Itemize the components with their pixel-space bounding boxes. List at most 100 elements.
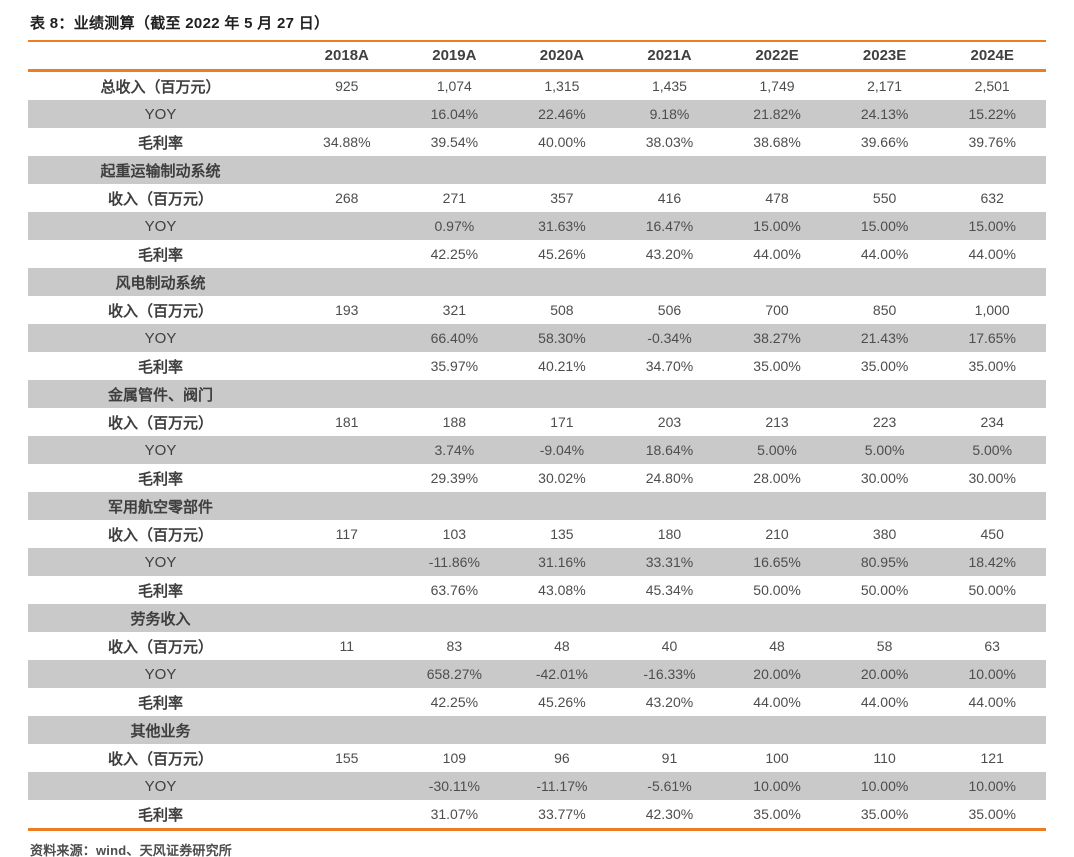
cell-value: 30.00% xyxy=(860,470,909,486)
cell-value: 135 xyxy=(550,526,574,542)
cell-value xyxy=(831,156,939,184)
row-label: 收入（百万元） xyxy=(107,190,213,208)
cell-value: 44.00% xyxy=(860,246,909,262)
cell-value xyxy=(723,604,831,632)
cell-value: 50.00% xyxy=(753,582,801,598)
cell-value xyxy=(723,268,831,296)
cell-value xyxy=(293,716,401,744)
cell-value: 700 xyxy=(765,302,789,318)
row-label: YOY xyxy=(144,553,177,571)
cell-value: 58.30% xyxy=(538,330,586,346)
cell-value: 268 xyxy=(335,190,359,206)
cell-value: 18.42% xyxy=(968,554,1016,570)
section-row: 风电制动系统 xyxy=(28,268,1046,296)
cell-value: 1,000 xyxy=(974,302,1010,318)
cell-value: 83 xyxy=(446,638,463,654)
row-label: 收入（百万元） xyxy=(107,750,213,768)
cell-value xyxy=(293,380,401,408)
cell-value: 35.00% xyxy=(968,806,1016,822)
cell-value xyxy=(938,604,1046,632)
cell-value: 35.00% xyxy=(860,358,909,374)
cell-value xyxy=(401,268,509,296)
cell-value: 35.00% xyxy=(968,358,1016,374)
cell-value: 10.00% xyxy=(968,666,1016,682)
cell-value: -11.86% xyxy=(428,554,480,570)
cell-value: 234 xyxy=(980,414,1004,430)
cell-value xyxy=(938,492,1046,520)
cell-value xyxy=(293,660,401,688)
cell-value: 321 xyxy=(442,302,467,318)
cell-value: 110 xyxy=(873,750,896,766)
cell-value: 103 xyxy=(442,526,467,542)
cell-value xyxy=(723,716,831,744)
cell-value xyxy=(293,212,401,240)
cell-value xyxy=(293,492,401,520)
cell-value: 50.00% xyxy=(860,582,909,598)
cell-value: 45.26% xyxy=(538,694,586,710)
cell-value: 5.00% xyxy=(757,442,797,458)
cell-value: 1,435 xyxy=(651,78,687,94)
cell-value: 35.00% xyxy=(860,806,909,822)
cell-value: -5.61% xyxy=(647,778,692,794)
cell-value xyxy=(293,100,401,128)
cell-value: 2,501 xyxy=(974,78,1010,94)
cell-value: -30.11% xyxy=(428,778,480,794)
table-row: 毛利率 31.07% 33.77% 42.30% 35.00% 35.00% 35.00% xyxy=(28,800,1046,830)
table-row: 收入（百万元） 181 188 171 203 213 223 234 xyxy=(28,408,1046,436)
cell-value: 15.00% xyxy=(860,218,909,234)
section-label: 风电制动系统 xyxy=(115,274,206,292)
cell-value: 80.95% xyxy=(860,554,909,570)
cell-value: 58 xyxy=(876,638,893,654)
cell-value xyxy=(508,604,616,632)
cell-value: 17.65% xyxy=(968,330,1016,346)
cell-value: 16.47% xyxy=(645,218,694,234)
row-label: 总收入（百万元） xyxy=(100,78,221,96)
cell-value: 2,171 xyxy=(867,78,903,94)
table-row: 收入（百万元） 193 321 508 506 700 850 1,000 xyxy=(28,296,1046,324)
cell-value: 31.16% xyxy=(538,554,586,570)
table-row: 收入（百万元） 155 109 96 91 100 110 121 xyxy=(28,744,1046,772)
cell-value: 33.31% xyxy=(645,554,694,570)
column-header: 2024E xyxy=(970,47,1014,64)
cell-value xyxy=(508,380,616,408)
cell-value: 31.07% xyxy=(430,806,479,822)
table-row: 毛利率 42.25% 45.26% 43.20% 44.00% 44.00% 44.00% xyxy=(28,688,1046,716)
cell-value: 18.64% xyxy=(645,442,694,458)
cell-value: 63.76% xyxy=(430,582,479,598)
cell-value: 15.00% xyxy=(968,218,1016,234)
cell-value xyxy=(831,604,939,632)
cell-value: 180 xyxy=(657,526,682,542)
row-label: 收入（百万元） xyxy=(107,414,213,432)
source-note: 资料来源：wind、天风证券研究所 xyxy=(30,843,233,857)
cell-value: 39.54% xyxy=(430,134,479,150)
cell-value: 5.00% xyxy=(972,442,1013,458)
cell-value: 155 xyxy=(335,750,359,766)
cell-value xyxy=(831,492,939,520)
cell-value xyxy=(293,436,401,464)
cell-value: 550 xyxy=(872,190,897,206)
cell-value: -42.01% xyxy=(535,666,588,682)
cell-value: 15.22% xyxy=(968,106,1016,122)
cell-value: 31.63% xyxy=(538,218,586,234)
cell-value xyxy=(616,604,724,632)
cell-value xyxy=(401,156,509,184)
row-label: 毛利率 xyxy=(137,246,183,264)
table-row: YOY 16.04% 22.46% 9.18% 21.82% 24.13% 15.22% xyxy=(28,100,1046,128)
cell-value: 506 xyxy=(657,302,682,318)
cell-value: 3.74% xyxy=(434,442,475,458)
cell-value: 450 xyxy=(980,526,1004,542)
cell-value: 24.80% xyxy=(645,470,694,486)
cell-value: 10.00% xyxy=(753,778,801,794)
cell-value: 1,315 xyxy=(544,78,580,94)
cell-value xyxy=(723,380,831,408)
cell-value: 213 xyxy=(765,414,789,430)
cell-value: 40.21% xyxy=(538,358,586,374)
table-row: 收入（百万元） 11 83 48 40 48 58 63 xyxy=(28,632,1046,660)
cell-value: 43.08% xyxy=(538,582,586,598)
table-row: 毛利率 34.88% 39.54% 40.00% 38.03% 38.68% 39.66% 3… xyxy=(28,128,1046,156)
row-label: YOY xyxy=(144,665,177,683)
row-label: YOY xyxy=(144,777,177,795)
row-label: 毛利率 xyxy=(137,806,183,824)
section-row: 其他业务 xyxy=(28,716,1046,744)
cell-value: 271 xyxy=(442,190,467,206)
